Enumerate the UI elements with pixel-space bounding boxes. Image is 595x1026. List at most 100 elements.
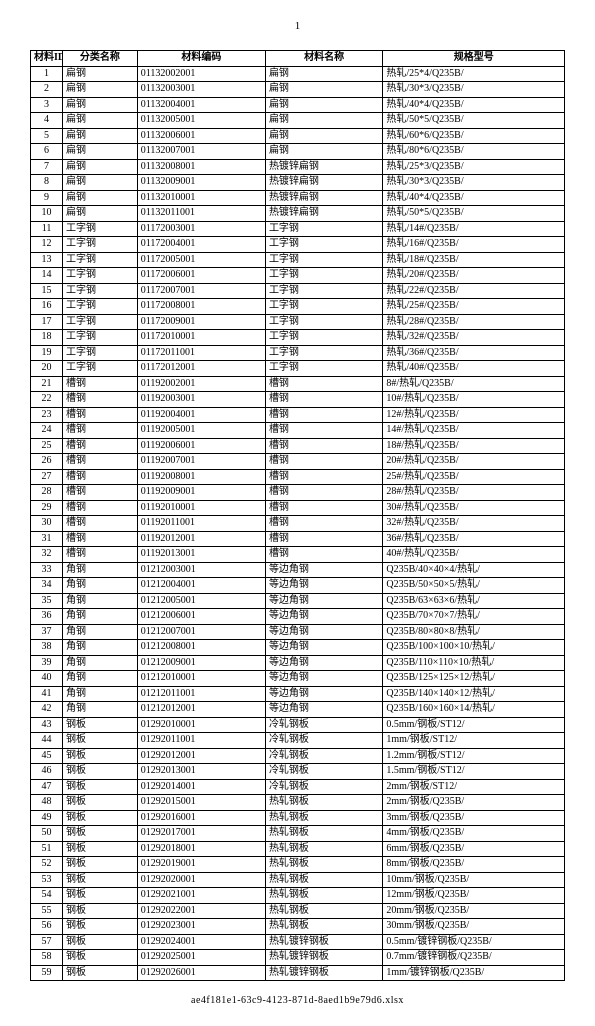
table-cell: 热轧镀锌钢板 (265, 965, 382, 981)
table-cell: 钢板 (63, 903, 138, 919)
table-cell: 47 (31, 779, 63, 795)
table-cell: 热轧/28#/Q235B/ (383, 314, 565, 330)
table-cell: 01132002001 (137, 66, 265, 82)
table-cell: 10mm/钢板/Q235B/ (383, 872, 565, 888)
table-cell: 等边角钢 (265, 655, 382, 671)
table-cell: 01192010001 (137, 500, 265, 516)
table-cell: 31 (31, 531, 63, 547)
table-cell: 21 (31, 376, 63, 392)
table-cell: 热镀锌扁钢 (265, 190, 382, 206)
table-cell: 01292016001 (137, 810, 265, 826)
table-cell: 冷轧钢板 (265, 733, 382, 749)
table-cell: 36#/热轧/Q235B/ (383, 531, 565, 547)
table-cell: 扁钢 (63, 159, 138, 175)
table-cell: 25#/热轧/Q235B/ (383, 469, 565, 485)
table-cell: 16 (31, 299, 63, 315)
table-cell: 49 (31, 810, 63, 826)
table-row: 21槽钢01192002001槽钢8#/热轧/Q235B/ (31, 376, 565, 392)
table-cell: 钢板 (63, 764, 138, 780)
table-cell: 01192013001 (137, 547, 265, 563)
table-row: 39角钢01212009001等边角钢Q235B/110×110×10/热轧/ (31, 655, 565, 671)
table-cell: 01172009001 (137, 314, 265, 330)
table-cell: 热轧/14#/Q235B/ (383, 221, 565, 237)
table-row: 28槽钢01192009001槽钢28#/热轧/Q235B/ (31, 485, 565, 501)
table-cell: 01132007001 (137, 144, 265, 160)
table-cell: 59 (31, 965, 63, 981)
table-row: 20工字钢01172012001工字钢热轧/40#/Q235B/ (31, 361, 565, 377)
table-cell: 热轧/32#/Q235B/ (383, 330, 565, 346)
table-cell: 2 (31, 82, 63, 98)
table-cell: 角钢 (63, 593, 138, 609)
table-cell: 01132006001 (137, 128, 265, 144)
table-cell: 槽钢 (63, 485, 138, 501)
table-cell: 42 (31, 702, 63, 718)
table-cell: 3 (31, 97, 63, 113)
table-cell: 6 (31, 144, 63, 160)
table-cell: 19 (31, 345, 63, 361)
table-cell: 钢板 (63, 779, 138, 795)
table-cell: 等边角钢 (265, 640, 382, 656)
table-cell: 槽钢 (265, 516, 382, 532)
table-cell: 41 (31, 686, 63, 702)
table-cell: 40#/热轧/Q235B/ (383, 547, 565, 563)
table-row: 18工字钢01172010001工字钢热轧/32#/Q235B/ (31, 330, 565, 346)
table-cell: 热轧/50*5/Q235B/ (383, 206, 565, 222)
table-cell: 01192003001 (137, 392, 265, 408)
table-cell: 01292018001 (137, 841, 265, 857)
table-cell: 钢板 (63, 810, 138, 826)
table-cell: 01132008001 (137, 159, 265, 175)
table-row: 19工字钢01172011001工字钢热轧/36#/Q235B/ (31, 345, 565, 361)
materials-table: 材料ID 分类名称 材料编码 材料名称 规格型号 1扁钢01132002001扁… (30, 50, 565, 981)
table-cell: 热轧钢板 (265, 795, 382, 811)
table-cell: 01212009001 (137, 655, 265, 671)
table-cell: 30#/热轧/Q235B/ (383, 500, 565, 516)
table-cell: 0.5mm/钢板/ST12/ (383, 717, 565, 733)
table-row: 26槽钢01192007001槽钢20#/热轧/Q235B/ (31, 454, 565, 470)
col-header-id: 材料ID (31, 51, 63, 67)
table-cell: 01292017001 (137, 826, 265, 842)
table-cell: 工字钢 (63, 221, 138, 237)
table-cell: 扁钢 (63, 175, 138, 191)
table-cell: Q235B/63×63×6/热轧/ (383, 593, 565, 609)
table-cell: 01192008001 (137, 469, 265, 485)
table-row: 8扁钢01132009001热镀锌扁钢热轧/30*3/Q235B/ (31, 175, 565, 191)
table-cell: 槽钢 (265, 376, 382, 392)
table-cell: 34 (31, 578, 63, 594)
table-cell: 01212005001 (137, 593, 265, 609)
table-cell: 01212006001 (137, 609, 265, 625)
table-cell: 扁钢 (63, 144, 138, 160)
table-row: 59钢板01292026001热轧镀锌钢板1mm/镀锌钢板/Q235B/ (31, 965, 565, 981)
table-cell: 12#/热轧/Q235B/ (383, 407, 565, 423)
table-cell: 热轧/25*3/Q235B/ (383, 159, 565, 175)
table-cell: 工字钢 (63, 330, 138, 346)
table-cell: 工字钢 (63, 268, 138, 284)
table-cell: 热轧钢板 (265, 826, 382, 842)
table-cell: 工字钢 (265, 268, 382, 284)
table-cell: 扁钢 (265, 82, 382, 98)
table-cell: 28 (31, 485, 63, 501)
table-cell: 扁钢 (63, 113, 138, 129)
table-cell: 01292014001 (137, 779, 265, 795)
table-cell: 1mm/钢板/ST12/ (383, 733, 565, 749)
table-cell: 5 (31, 128, 63, 144)
table-cell: 冷轧钢板 (265, 779, 382, 795)
table-cell: 7 (31, 159, 63, 175)
table-row: 1扁钢01132002001扁钢热轧/25*4/Q235B/ (31, 66, 565, 82)
table-cell: 1.5mm/钢板/ST12/ (383, 764, 565, 780)
table-cell: Q235B/80×80×8/热轧/ (383, 624, 565, 640)
table-cell: 工字钢 (63, 283, 138, 299)
table-cell: 01132010001 (137, 190, 265, 206)
table-cell: 01292011001 (137, 733, 265, 749)
table-cell: 01172010001 (137, 330, 265, 346)
table-cell: 55 (31, 903, 63, 919)
table-cell: 01192009001 (137, 485, 265, 501)
table-cell: 35 (31, 593, 63, 609)
table-cell: 01292012001 (137, 748, 265, 764)
table-cell: 钢板 (63, 919, 138, 935)
table-row: 5扁钢01132006001扁钢热轧/60*6/Q235B/ (31, 128, 565, 144)
table-cell: Q235B/40×40×4/热轧/ (383, 562, 565, 578)
table-row: 34角钢01212004001等边角钢Q235B/50×50×5/热轧/ (31, 578, 565, 594)
table-cell: 22 (31, 392, 63, 408)
table-row: 56钢板01292023001热轧钢板30mm/钢板/Q235B/ (31, 919, 565, 935)
table-cell: 20#/热轧/Q235B/ (383, 454, 565, 470)
